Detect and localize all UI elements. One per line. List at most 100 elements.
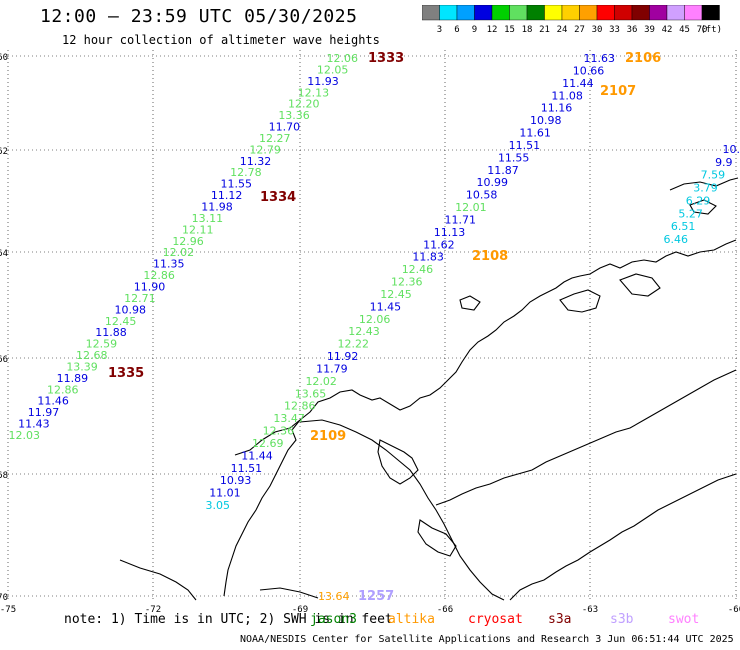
legend-swatch [579,5,598,21]
legend-swatch [649,5,668,21]
wave-height-value: 11.97 [28,406,60,419]
satellite-cryosat: cryosat [468,612,523,627]
wave-height-value: 12.27 [259,132,291,145]
lat-label: -60 [0,53,8,63]
legend-label: 3 [437,25,442,35]
satellite-swot: swot [668,612,700,627]
legend-label: 24 [557,25,568,35]
wave-height-value: 10.99 [477,176,509,189]
satellite-jason3: jason3 [310,612,357,627]
wave-height-value: 11.92 [327,350,359,363]
wave-height-value: 11.44 [562,77,594,90]
wave-height-value: 11.70 [269,121,301,134]
wave-height-value: 9.9 [715,156,733,169]
lat-label: -68 [0,471,8,481]
wave-height-value: 3.05 [206,499,231,512]
wave-height-value: 7.59 [701,169,726,182]
wave-height-value: 13.11 [192,212,224,225]
legend-label: 33 [609,25,620,35]
page-subtitle: 12 hour collection of altimeter wave hei… [62,33,380,47]
legend-label: 6 [454,25,459,35]
legend-swatch [474,5,493,21]
wave-height-value: 12.20 [288,98,320,111]
wave-height-value: 12.11 [182,223,214,236]
legend-label: 12 [487,25,498,35]
wave-height-value: 12.45 [105,315,137,328]
wave-height-value: 12.96 [172,235,204,248]
color-legend: 3 6 9 12 15 18 21 24 27 30 33 36 39 42 45 70(ft) [422,5,722,35]
wave-height-value: 11.51 [509,139,541,152]
graticule: -60 -62 -64 -66 -68 -70 -75 -72 -69 -66 -63 -60 [0,50,740,615]
lon-label: -60 [728,605,740,615]
legend-swatch [422,5,440,21]
wave-height-value: 11.89 [57,372,89,385]
wave-height-value: 11.43 [18,418,50,431]
wave-height-value: 12.01 [455,201,487,214]
legend-label: 42 [662,25,673,35]
wave-height-value: 11.98 [201,201,233,214]
lat-label: -66 [0,355,8,365]
legend-swatch [684,5,703,21]
credit-text: NOAA/NESDIS Center for Satellite Applica… [240,634,734,645]
track-id-label: 2106 [625,51,661,66]
wave-height-value: 11.88 [95,326,127,339]
lon-label: -66 [437,605,453,615]
wave-height-value: 12.02 [305,375,337,388]
wave-height-value: 12.46 [402,263,434,276]
wave-height-value: 13.39 [66,360,98,373]
wave-height-value: 11.55 [221,178,253,191]
lon-label: -69 [292,605,308,615]
track-id-label: 2108 [472,249,508,264]
wave-height-value: 12.06 [359,313,391,326]
wave-height-value: 12.78 [230,166,262,179]
legend-label: 30 [592,25,603,35]
wave-height-value: 11.01 [209,487,241,500]
wave-height-value: 3.79 [693,182,718,195]
wave-height-value: 11.55 [498,151,530,164]
wave-height-value: 12.68 [76,349,108,362]
legend-unit: (ft) [700,25,722,35]
wave-height-value: 12.43 [348,325,380,338]
wave-height-value: 10.98 [530,114,562,127]
legend-swatch [631,5,650,21]
wave-height-value: 11.62 [423,238,455,251]
wave-height-value: 11.32 [240,155,272,168]
legend-swatch [491,5,510,21]
wave-height-value: 6.51 [671,220,696,233]
legend-swatch [596,5,615,21]
wave-height-value: 10.98 [115,303,147,316]
wave-height-value: 11.13 [434,226,466,239]
legend-label: 70 [697,25,708,35]
note-text: note: 1) Time is in UTC; 2) SWH is in fe… [64,612,393,627]
wave-height-value: 11.93 [307,75,339,88]
wave-height-value: 12.86 [47,383,79,396]
coastline [119,177,739,601]
wave-height-value: 10. [723,143,740,156]
wave-height-value: 12.22 [338,338,370,351]
wave-height-value: 11.83 [412,251,444,264]
lat-label: -62 [0,147,8,157]
wave-height-value: 10.93 [220,474,252,487]
wave-height-value: 11.35 [153,258,185,271]
wave-height-value: 11.46 [37,395,69,408]
page-title: 12:00 — 23:59 UTC 05/30/2025 [40,6,358,27]
track-id-label: 2109 [310,429,346,444]
legend-label: 15 [504,25,515,35]
legend-swatch [666,5,685,21]
track-id-label: 1334 [260,190,296,205]
legend-swatch [701,5,720,21]
legend-swatch [544,5,563,21]
wave-height-value: 12.36 [263,425,295,438]
wave-height-value: 13.64 [318,590,350,603]
wave-height-value: 11.45 [370,300,402,313]
legend-label: 36 [627,25,638,35]
wave-height-value: 11.16 [541,102,573,115]
satellite-altika: altika [388,612,435,627]
wave-height-value: 12.59 [86,338,118,351]
legend-label: 45 [679,25,690,35]
wave-height-value: 11.61 [519,127,551,140]
wave-height-value: 11.87 [487,164,519,177]
wave-height-value: 12.02 [163,246,195,259]
wave-height-value: 12.86 [143,269,175,282]
